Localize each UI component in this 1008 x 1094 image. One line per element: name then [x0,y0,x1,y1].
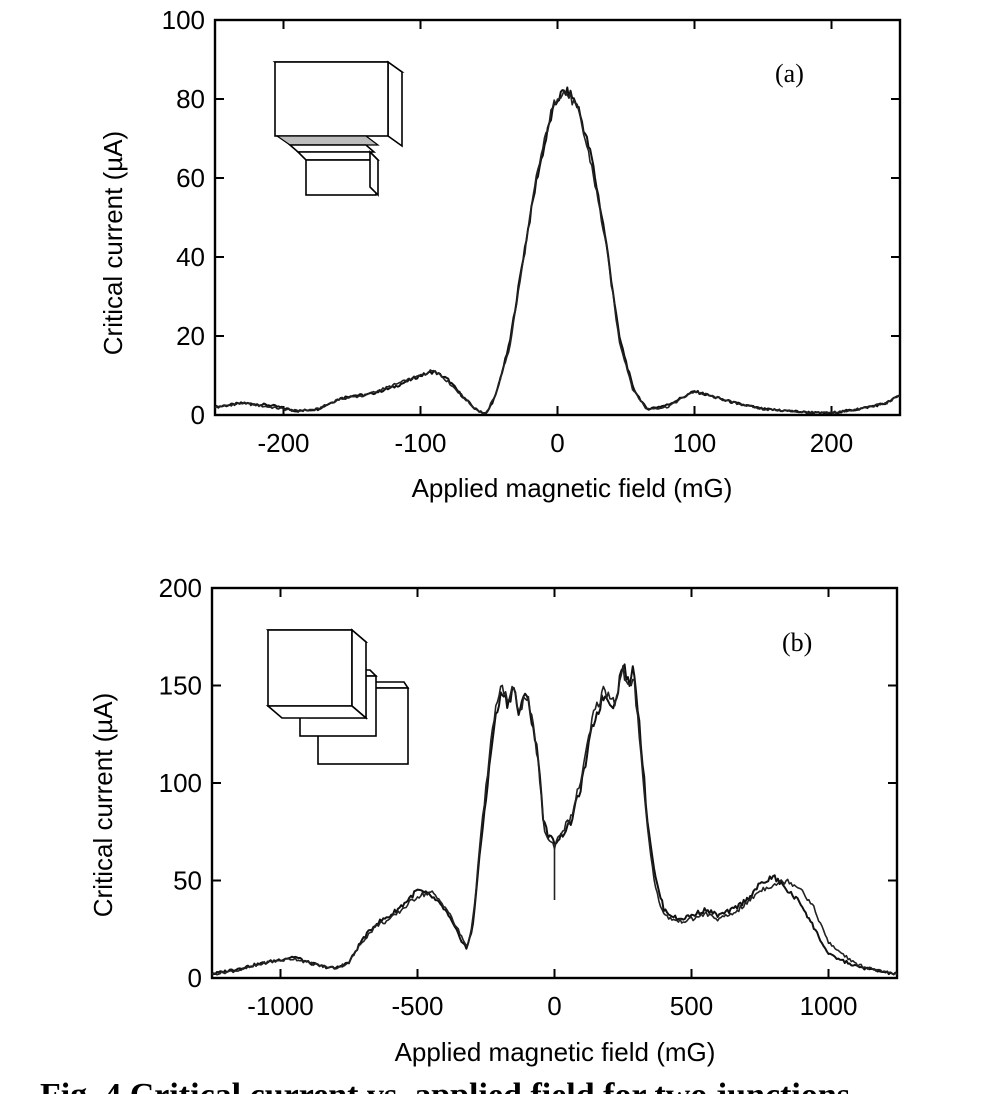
x-tick-label: 200 [810,428,853,458]
chart-panel-b: -1000 -500 0 500 1000 0 50 100 150 200 (b) Appli… [88,573,899,1067]
x-tick-label: 0 [547,991,561,1021]
y-tick-label: 60 [176,163,205,193]
panel-label-b: (b) [782,628,812,657]
y-tick-label: 80 [176,84,205,114]
series-line-a-2 [214,90,901,415]
y-tick-label: 20 [176,321,205,351]
x-tick-label: 0 [550,428,564,458]
panel-label-a: (a) [775,59,804,88]
x-tick-labels-b: -1000 -500 0 500 1000 [247,991,857,1021]
x-tick-label: 500 [670,991,713,1021]
junction-schematic-icon-b [265,628,410,765]
y-tick-label: 0 [188,963,202,993]
y-tick-label: 0 [191,400,205,430]
series-group-b [211,663,898,976]
x-tick-label: -1000 [247,991,314,1021]
y-axis-title-a: Critical current (µA) [98,131,128,355]
ticks-a [215,19,900,416]
y-tick-label: 100 [159,768,202,798]
x-tick-label: -200 [257,428,309,458]
x-tick-label: 1000 [800,991,858,1021]
y-tick-labels-a: 0 20 40 60 80 100 [162,5,205,430]
series-group-a [214,86,901,415]
y-axis-title-b: Critical current (µA) [88,693,118,917]
figure-caption: Fig. 4 Critical current vs. applied fiel… [40,1077,850,1094]
y-tick-label: 200 [159,573,202,603]
series-line-b-1 [211,663,898,976]
chart-panel-a: -200 -100 0 100 200 0 20 40 60 80 100 (a) Applied… [98,5,902,503]
y-tick-label: 50 [173,866,202,896]
y-tick-labels-b: 0 50 100 150 200 [159,573,202,993]
x-axis-title-a: Applied magnetic field (mG) [412,473,733,503]
x-tick-labels-a: -200 -100 0 100 200 [257,428,853,458]
junction-schematic-icon-a [272,60,405,197]
x-axis-title-b: Applied magnetic field (mG) [395,1037,716,1067]
ticks-b [212,587,897,979]
x-tick-label: -100 [394,428,446,458]
x-tick-label: 100 [673,428,716,458]
x-tick-label: -500 [391,991,443,1021]
y-tick-label: 150 [159,671,202,701]
y-tick-label: 100 [162,5,205,35]
y-tick-label: 40 [176,242,205,272]
